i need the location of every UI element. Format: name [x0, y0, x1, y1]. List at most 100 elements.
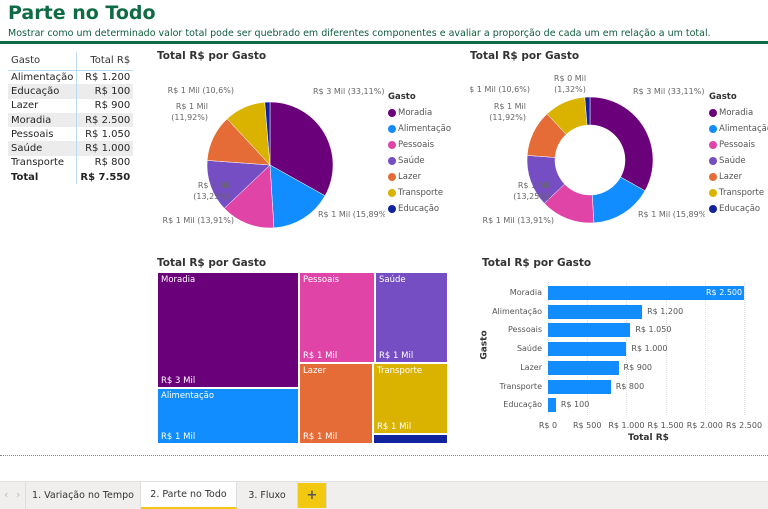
y-tick-label: Educação: [503, 400, 542, 410]
legend-item[interactable]: Alimentação: [709, 121, 768, 137]
pie-legend: Gasto Moradia Alimentação Pessoais Saúde Laze…: [388, 92, 451, 217]
cell-gasto: Transporte: [11, 157, 65, 169]
table-row[interactable]: Saúde R$ 1.000: [8, 141, 134, 156]
treemap-tile-pessoais[interactable]: Pessoais R$ 1 Mil: [299, 272, 375, 363]
treemap-title: Total R$ por Gasto: [157, 257, 267, 269]
bar-alimentação[interactable]: [548, 304, 643, 319]
data-label: R$ 1 Mil (13,91%): [163, 216, 234, 225]
data-label: R$ 1 Mil (15,89%): [318, 210, 385, 219]
header-divider: [0, 41, 768, 44]
legend-item[interactable]: Saúde: [709, 153, 768, 169]
y-tick-label: Moradia: [509, 288, 542, 297]
x-tick-label: R$ 2.000: [686, 421, 723, 430]
bar-educação[interactable]: [548, 398, 556, 413]
bar-pessoais[interactable]: [548, 323, 631, 338]
table-row[interactable]: Moradia R$ 2.500: [8, 112, 134, 128]
bar-transporte[interactable]: [548, 379, 611, 394]
slice-educação[interactable]: [584, 96, 591, 126]
legend-item[interactable]: Educação: [388, 201, 451, 217]
bar-data-label: R$ 1.050: [635, 325, 672, 335]
bar-data-label: R$ 900: [623, 362, 653, 372]
slice-pessoais[interactable]: [223, 164, 275, 229]
legend-label: Moradia: [719, 108, 754, 118]
slice-moradia[interactable]: [269, 101, 334, 197]
next-page-icon[interactable]: ›: [16, 488, 21, 501]
x-tick-label: R$ 2.500: [725, 421, 763, 430]
table-row[interactable]: Educação R$ 100: [8, 84, 134, 99]
legend-item[interactable]: Lazer: [388, 169, 451, 185]
legend-dot-icon: [709, 157, 717, 165]
treemap-tile-transporte[interactable]: Transporte R$ 1 Mil: [373, 363, 448, 434]
treemap-tile-saúde[interactable]: Saúde R$ 1 Mil: [375, 272, 448, 363]
data-label: R$ 1 Mil (15,89%): [638, 210, 705, 219]
slice-alimentação[interactable]: [269, 164, 326, 229]
slice-moradia[interactable]: [589, 96, 654, 192]
treemap-tile-moradia[interactable]: Moradia R$ 3 Mil: [157, 272, 299, 388]
col-header-total[interactable]: Total R$: [76, 52, 134, 70]
legend-item[interactable]: Moradia: [709, 105, 768, 121]
legend-dot-icon: [709, 189, 717, 197]
legend-label: Transporte: [398, 188, 444, 198]
slice-educação[interactable]: [264, 101, 271, 166]
cell-total: R$ 900: [76, 98, 134, 113]
bar-data-label: R$ 800: [615, 381, 645, 391]
add-page-button[interactable]: +: [298, 483, 327, 508]
data-label: R$ 1 Mil (11,92%): [489, 102, 526, 122]
legend-item[interactable]: Pessoais: [709, 137, 768, 153]
legend-item[interactable]: Transporte: [709, 185, 768, 201]
cell-total: R$ 1.000: [76, 141, 134, 156]
y-tick-label: Saúde: [516, 344, 542, 354]
tile-value: R$ 1 Mil: [379, 351, 414, 361]
page-title: Parte no Todo: [8, 2, 156, 24]
table-row[interactable]: Transporte R$ 800: [8, 155, 134, 171]
legend-dot-icon: [709, 205, 717, 213]
table-row[interactable]: Pessoais R$ 1.050: [8, 127, 134, 142]
x-tick-label: R$ 500: [572, 421, 602, 430]
bar-data-label: R$ 1.200: [647, 306, 684, 316]
y-tick-label: Lazer: [520, 362, 542, 372]
cell-total: R$ 1.200: [76, 70, 134, 85]
legend-item[interactable]: Alimentação: [388, 121, 451, 137]
prev-page-icon[interactable]: ‹: [4, 488, 9, 501]
table-row[interactable]: Alimentação R$ 1.200: [8, 70, 134, 85]
data-label: R$ 1 Mil (13,25%): [193, 181, 230, 201]
legend-item[interactable]: Moradia: [388, 105, 451, 121]
legend-label: Alimentação: [398, 124, 452, 134]
bar-data-label: R$ 1.000: [631, 344, 668, 354]
treemap-tile-lazer[interactable]: Lazer R$ 1 Mil: [299, 363, 373, 444]
col-header-gasto[interactable]: Gasto: [11, 55, 41, 67]
cell-gasto: Alimentação: [11, 71, 74, 83]
donut-legend: Gasto Moradia Alimentação Pessoais Saúde Laze…: [709, 92, 768, 217]
x-tick-label: R$ 0: [538, 421, 558, 430]
legend-item[interactable]: Pessoais: [388, 137, 451, 153]
legend-dot-icon: [709, 173, 717, 181]
treemap-tile-educação[interactable]: [373, 434, 448, 444]
bar-data-label: R$ 100: [560, 400, 590, 410]
treemap-tile-alimentação[interactable]: Alimentação R$ 1 Mil: [157, 388, 299, 444]
tab-fluxo[interactable]: 3. Fluxo: [237, 482, 298, 509]
legend-dot-icon: [388, 125, 396, 133]
bar-saúde[interactable]: [548, 342, 627, 357]
donut-title: Total R$ por Gasto: [470, 50, 580, 62]
bar-lazer[interactable]: [548, 360, 619, 375]
gridline: [744, 282, 745, 415]
legend-item[interactable]: Lazer: [709, 169, 768, 185]
tab-parte-no-todo[interactable]: 2. Parte no Todo: [141, 482, 237, 509]
data-label: R$ 0 Mil (1,32%): [554, 74, 586, 94]
table-row[interactable]: Lazer R$ 900: [8, 98, 134, 113]
tab-variacao-no-tempo[interactable]: 1. Variação no Tempo: [25, 482, 141, 509]
pie-title: Total R$ por Gasto: [157, 50, 267, 62]
legend-dot-icon: [388, 157, 396, 165]
total-row: Total R$ 7.550: [8, 170, 134, 185]
cell-total: R$ 2.500: [76, 112, 134, 128]
donut-chart: R$ 3 Mil (33,11%) R$ 1 Mil (15,89%) R$ 1 M…: [470, 74, 705, 225]
legend-label: Pessoais: [398, 140, 435, 150]
legend-item[interactable]: Educação: [709, 201, 768, 217]
legend-title: Gasto: [709, 92, 737, 102]
tile-label: Saúde: [379, 275, 406, 285]
legend-item[interactable]: Transporte: [388, 185, 451, 201]
legend-item[interactable]: Saúde: [388, 153, 451, 169]
cell-gasto: Educação: [8, 84, 77, 99]
bar-moradia[interactable]: [548, 286, 744, 300]
x-tick-label: R$ 1.000: [608, 421, 645, 430]
